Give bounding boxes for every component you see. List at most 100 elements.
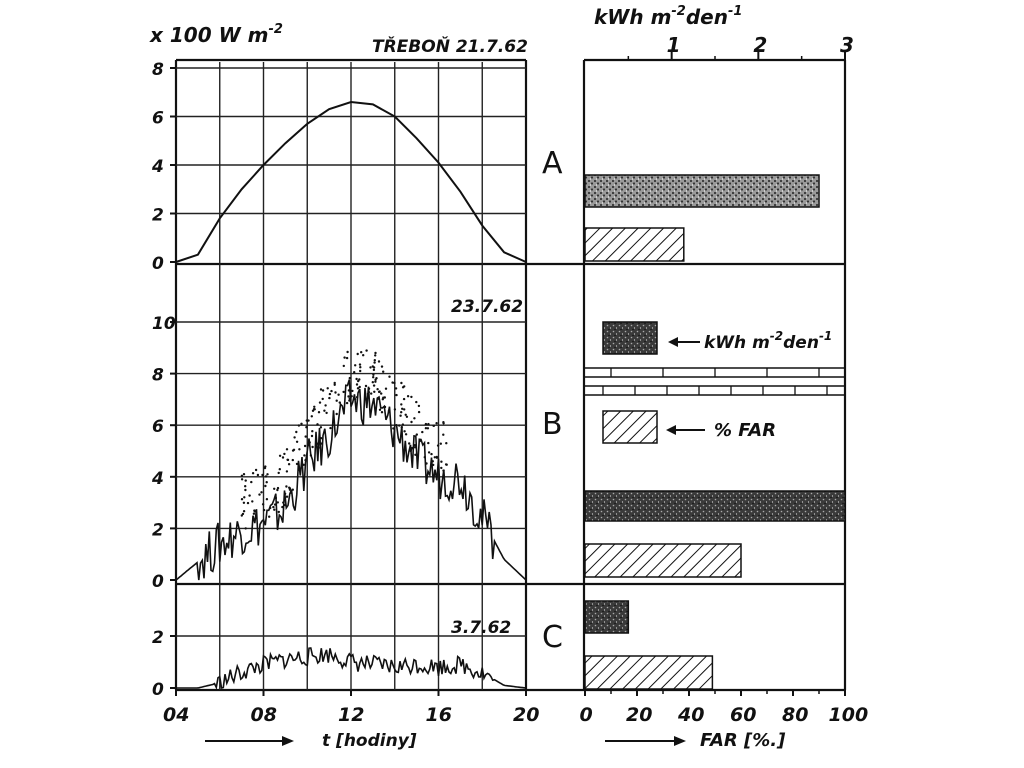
scatter-dot	[266, 473, 269, 476]
scatter-dot	[371, 381, 374, 384]
scatter-dot	[304, 435, 307, 438]
scatter-dot	[258, 493, 261, 496]
scatter-dot	[316, 423, 319, 426]
scatter-dot	[374, 354, 377, 357]
scatter-dot	[333, 383, 336, 386]
scatter-dot	[285, 448, 289, 451]
y-tick-label: 4	[151, 469, 164, 489]
scatter-dot	[417, 410, 421, 414]
scatter-dot	[401, 423, 405, 426]
scatter-dot	[388, 375, 391, 378]
scatter-dot	[444, 463, 448, 466]
scatter-dot	[250, 480, 253, 484]
panel-date-label: 3.7.62	[451, 618, 511, 638]
energy-bar-b	[584, 490, 846, 522]
scatter-dot	[276, 501, 279, 504]
legend-energy-arrowhead	[668, 337, 678, 347]
scatter-dot	[366, 392, 370, 396]
scatter-dot	[348, 376, 351, 380]
scatter-dot	[374, 378, 377, 381]
scatter-dot	[400, 381, 403, 385]
scatter-dot	[372, 368, 376, 372]
scatter-dot	[338, 401, 341, 404]
scatter-dot	[303, 454, 306, 457]
scatter-dot	[273, 508, 276, 511]
scatter-dot	[431, 460, 434, 463]
scatter-dot	[325, 411, 328, 415]
scatter-dot	[262, 508, 266, 512]
energy-bar-c	[584, 600, 630, 634]
scatter-dot	[291, 458, 294, 462]
scatter-dot	[410, 420, 413, 424]
scatter-dot	[373, 361, 376, 364]
scatter-dot	[362, 354, 365, 357]
y-tick-label: 2	[152, 628, 164, 648]
scatter-dot	[321, 389, 325, 392]
scatter-dot	[252, 512, 256, 515]
scatter-dot	[398, 424, 401, 427]
scatter-dot	[343, 356, 346, 359]
scatter-dot	[240, 474, 244, 477]
scatter-dot	[342, 390, 345, 394]
x-tick-label: 16	[426, 704, 452, 726]
scatter-dot	[404, 433, 408, 436]
scatter-dot	[445, 442, 448, 445]
legend: kWh m-2den-1 % FAR	[602, 321, 832, 444]
scatter-dot	[401, 407, 404, 410]
scatter-dot	[264, 475, 268, 478]
scatter-dot	[382, 370, 385, 373]
x-axis-arrowhead	[282, 736, 294, 746]
scatter-dot	[360, 351, 363, 354]
scatter-dot	[246, 501, 250, 505]
scatter-dot	[436, 444, 440, 447]
scatter-dot	[240, 478, 244, 481]
scatter-dot	[410, 395, 413, 399]
scatter-dot	[242, 501, 246, 504]
scatter-dot	[293, 436, 296, 439]
far-bar-a	[584, 227, 685, 262]
scatter-dot	[297, 424, 301, 427]
scatter-dot	[242, 510, 246, 513]
scatter-dot	[432, 463, 435, 467]
scatter-dot	[442, 433, 445, 436]
scatter-dot	[433, 456, 436, 459]
scatter-dot	[256, 473, 260, 477]
scatter-dot	[393, 408, 397, 411]
irradiance-curve-c	[176, 647, 527, 691]
scatter-dot	[367, 390, 370, 394]
scatter-dot	[302, 463, 305, 466]
scatter-dot	[374, 380, 377, 383]
scatter-dot	[353, 398, 357, 401]
scatter-dot	[395, 393, 398, 397]
scatter-dot	[240, 498, 244, 501]
scatter-dot	[418, 439, 421, 443]
scatter-dot	[278, 454, 282, 457]
far-axis-tick-label: 100	[829, 704, 869, 726]
scatter-dot	[356, 352, 359, 356]
y-tick-label: 2	[152, 206, 164, 226]
scatter-dot	[335, 412, 338, 416]
legend-energy-swatch	[602, 321, 658, 355]
scatter-dot	[274, 496, 277, 499]
scatter-dot	[421, 430, 424, 434]
scatter-dot	[413, 444, 417, 447]
y-tick-label: 6	[152, 109, 164, 129]
scatter-dot	[272, 505, 275, 509]
scatter-dot	[414, 453, 417, 456]
scatter-dot	[411, 446, 414, 450]
scatter-dot	[297, 468, 300, 471]
panel-date-label: 23.7.62	[451, 297, 523, 317]
scatter-dot	[253, 510, 256, 513]
scatter-dot	[319, 426, 323, 429]
irradiance-curve-b	[175, 379, 527, 581]
scatter-dot	[318, 401, 322, 404]
scatter-dot	[277, 471, 280, 475]
scatter-dot	[264, 484, 267, 488]
energy-axis-tick-labels: 1 2 3	[627, 33, 854, 60]
scatter-dot	[251, 472, 255, 475]
scatter-dot	[311, 445, 314, 449]
scatter-dot	[425, 462, 428, 465]
scatter-dot	[334, 391, 337, 394]
scatter-dot	[342, 364, 345, 368]
